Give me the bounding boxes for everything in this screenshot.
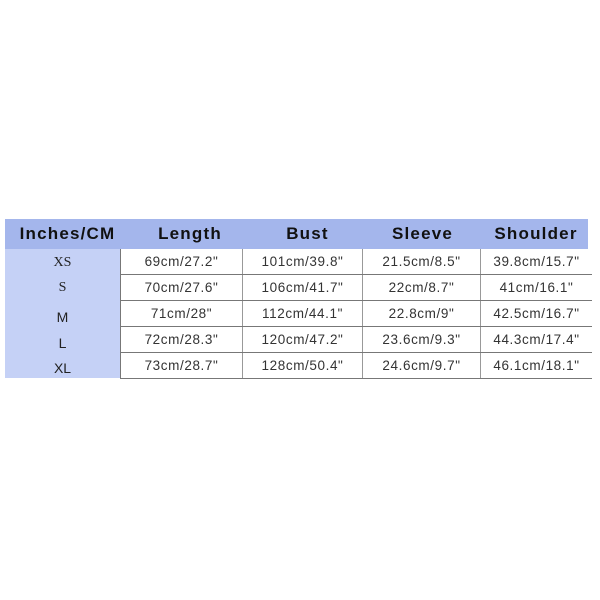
header-size: Inches/CM xyxy=(19,224,116,243)
cell-shoulder: 42.5cm/16.7" xyxy=(480,301,592,326)
cell-sleeve: 23.6cm/9.3" xyxy=(362,327,480,352)
cell-shoulder: 44.3cm/17.4" xyxy=(480,327,592,352)
size-label: S xyxy=(58,280,67,295)
cell-sleeve: 22.8cm/9" xyxy=(362,301,480,326)
cell-sleeve: 24.6cm/9.7" xyxy=(362,353,480,378)
cell-bust: 120cm/47.2" xyxy=(242,327,362,352)
size-column: XS S M L XL xyxy=(5,249,120,378)
table-row: 72cm/28.3" 120cm/47.2" 23.6cm/9.3" 44.3cm/1… xyxy=(120,327,592,353)
table-row: 71cm/28" 112cm/44.1" 22.8cm/9" 42.5cm/16.7" xyxy=(120,301,592,327)
table-row: 73cm/28.7" 128cm/50.4" 24.6cm/9.7" 46.1cm/1… xyxy=(120,353,592,379)
cell-shoulder: 46.1cm/18.1" xyxy=(480,353,592,378)
table-row: 70cm/27.6" 106cm/41.7" 22cm/8.7" 41cm/16.1" xyxy=(120,275,592,301)
cell-bust: 128cm/50.4" xyxy=(242,353,362,378)
header-shoulder: Shoulder xyxy=(494,224,578,243)
cell-bust: 101cm/39.8" xyxy=(242,249,362,274)
header-sleeve: Sleeve xyxy=(391,224,454,243)
size-table: 69cm/27.2" 101cm/39.8" 21.5cm/8.5" 39.8cm/1… xyxy=(120,249,592,379)
size-label: M xyxy=(56,309,69,325)
table-header: Inches/CM Length Bust Sleeve Shoulder xyxy=(5,219,588,249)
cell-bust: 112cm/44.1" xyxy=(242,301,362,326)
header-length: Length xyxy=(158,224,222,243)
size-label: L xyxy=(58,335,67,351)
cell-length: 70cm/27.6" xyxy=(120,275,242,300)
cell-sleeve: 22cm/8.7" xyxy=(362,275,480,300)
size-label: XS xyxy=(53,255,72,270)
cell-length: 73cm/28.7" xyxy=(120,353,242,378)
header-bust: Bust xyxy=(286,224,329,243)
cell-length: 69cm/27.2" xyxy=(120,249,242,274)
cell-length: 72cm/28.3" xyxy=(120,327,242,352)
cell-shoulder: 39.8cm/15.7" xyxy=(480,249,592,274)
table-row: 69cm/27.2" 101cm/39.8" 21.5cm/8.5" 39.8cm/1… xyxy=(120,249,592,275)
cell-sleeve: 21.5cm/8.5" xyxy=(362,249,480,274)
cell-bust: 106cm/41.7" xyxy=(242,275,362,300)
cell-shoulder: 41cm/16.1" xyxy=(480,275,592,300)
cell-length: 71cm/28" xyxy=(120,301,242,326)
size-label: XL xyxy=(53,360,72,376)
